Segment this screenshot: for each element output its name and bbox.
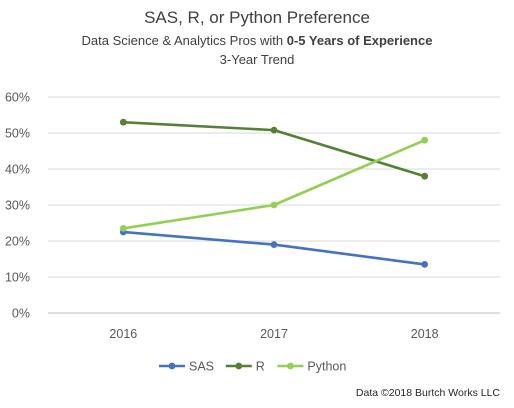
series-line-sas (122, 230, 426, 266)
data-point-python (421, 136, 429, 144)
x-tick-label: 2017 (260, 327, 288, 341)
y-tick-label: 60% (5, 91, 30, 105)
data-point-r (421, 172, 429, 180)
x-tick-label: 2016 (109, 327, 137, 341)
y-tick-label: 50% (5, 127, 30, 141)
data-credit: Data ©2018 Burtch Works LLC (355, 387, 500, 399)
y-tick-label: 0% (12, 307, 30, 321)
legend-marker-python (287, 362, 294, 370)
chart-title: SAS, R, or Python Preference (144, 8, 370, 27)
data-point-r (270, 126, 278, 134)
y-tick-label: 20% (5, 235, 30, 249)
series-line-python (122, 138, 426, 230)
data-point-sas (421, 261, 429, 268)
y-tick-label: 40% (5, 163, 30, 177)
data-point-r (119, 118, 127, 126)
data-point-python (270, 201, 278, 209)
data-point-sas (270, 241, 278, 249)
subtitle-bold: 0-5 Years of Experience (286, 33, 433, 48)
chart-subtitle-trend: 3-Year Trend (219, 52, 295, 67)
x-tick-label: 2018 (411, 327, 439, 341)
legend-label-python: Python (307, 360, 346, 374)
y-tick-label: 30% (5, 199, 30, 213)
chart-subtitle: Data Science & Analytics Pros with 0-5 Y… (0, 33, 514, 48)
y-tick-label: 10% (5, 271, 30, 285)
subtitle-prefix: Data Science & Analytics Pros with (81, 33, 287, 48)
data-point-python (119, 225, 127, 232)
legend-label-sas: SAS (189, 360, 214, 374)
legend-marker-r (235, 362, 243, 370)
legend-marker-sas (168, 362, 176, 370)
legend-label-r: R (256, 360, 265, 374)
